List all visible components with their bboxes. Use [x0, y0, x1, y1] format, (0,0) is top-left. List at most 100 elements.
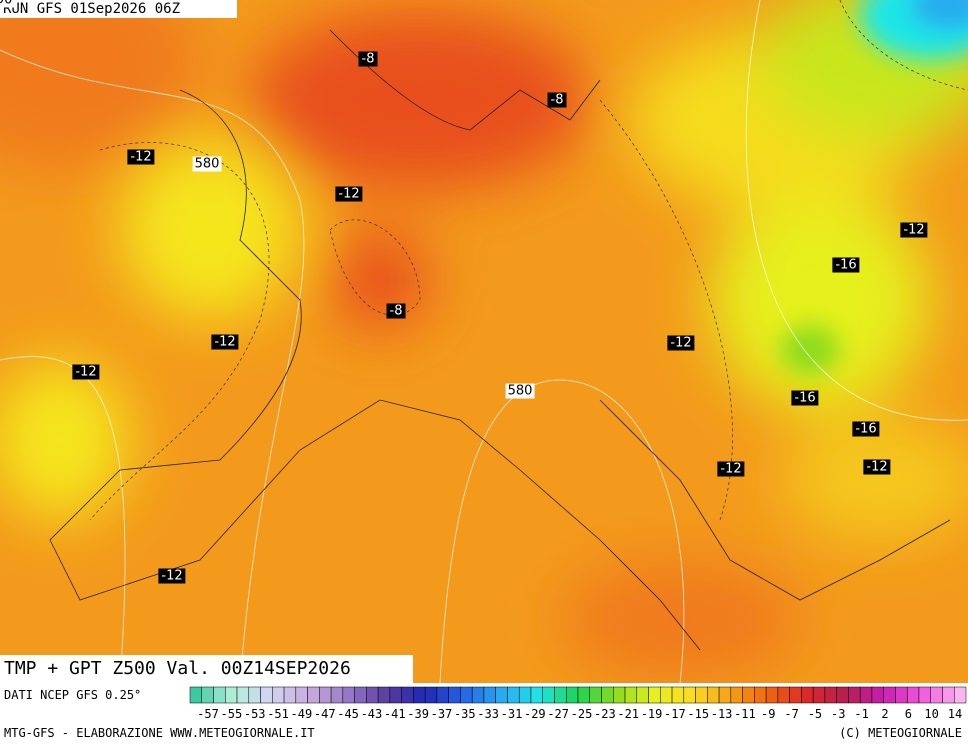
scale-label: -13 — [711, 707, 733, 721]
scale-swatch — [295, 686, 308, 704]
height-label: 580 — [505, 383, 535, 399]
scale-swatch — [389, 686, 402, 704]
temp-label: -12 — [335, 186, 363, 202]
scale-label: -55 — [221, 707, 243, 721]
scale-swatch — [565, 686, 579, 704]
scale-swatch — [836, 686, 849, 704]
scale-swatch — [695, 686, 708, 704]
scale-swatch — [942, 686, 955, 704]
scale-swatch — [577, 686, 591, 704]
temp-label: -16 — [832, 257, 860, 273]
scale-swatch — [307, 686, 320, 704]
scale-label: -21 — [617, 707, 639, 721]
scale-label: -7 — [784, 707, 798, 721]
scale-swatch — [871, 686, 884, 704]
temp-label: -12 — [72, 364, 100, 380]
scale-swatch — [554, 686, 567, 704]
footer-right: (C) METEOGIORNALE — [839, 726, 962, 740]
scale-swatch — [377, 686, 391, 704]
scale-swatch — [765, 686, 779, 704]
scale-swatch — [636, 686, 649, 704]
scale-swatch — [812, 686, 826, 704]
scale-swatch — [754, 686, 767, 704]
scale-swatch — [460, 686, 473, 704]
scale-swatch — [283, 686, 297, 704]
scale-label: -31 — [501, 707, 523, 721]
scale-label: -53 — [244, 707, 266, 721]
scale-swatch — [718, 686, 732, 704]
height-label: 590 — [0, 0, 15, 8]
scale-swatch — [624, 686, 638, 704]
scale-label: -39 — [407, 707, 429, 721]
scale-swatch — [918, 686, 931, 704]
scale-swatch — [801, 686, 814, 704]
scale-label: -27 — [547, 707, 569, 721]
temp-label: -12 — [127, 149, 155, 165]
scale-label: 6 — [905, 707, 912, 721]
scale-label: -41 — [384, 707, 406, 721]
scale-label: -47 — [314, 707, 336, 721]
scale-swatch — [495, 686, 508, 704]
footer-left: MTG-GFS - ELABORAZIONE WWW.METEOGIORNALE… — [4, 726, 315, 740]
scale-label: -33 — [477, 707, 499, 721]
temp-label: -12 — [667, 335, 695, 351]
scale-label: 10 — [924, 707, 938, 721]
scale-label: -3 — [831, 707, 845, 721]
scale-swatch — [354, 686, 367, 704]
scale-swatch — [319, 686, 332, 704]
scale-swatch — [613, 686, 626, 704]
scale-swatch — [660, 686, 673, 704]
scale-swatch — [366, 686, 379, 704]
temp-label: -12 — [158, 568, 186, 584]
scale-label: -35 — [454, 707, 476, 721]
scale-swatch — [707, 686, 720, 704]
scale-swatch — [789, 686, 802, 704]
scale-label: 14 — [948, 707, 962, 721]
scale-swatch — [601, 686, 614, 704]
scale-swatch — [530, 686, 543, 704]
scale-swatch — [953, 686, 967, 704]
scale-label: -37 — [431, 707, 453, 721]
scale-label: -11 — [734, 707, 756, 721]
temp-label: -8 — [358, 51, 378, 67]
scale-swatch — [518, 686, 532, 704]
temp-label: -12 — [211, 334, 239, 350]
scale-swatch — [236, 686, 250, 704]
map — [0, 0, 968, 683]
scale-swatch — [213, 686, 226, 704]
scale-swatch — [730, 686, 743, 704]
scale-label: -23 — [594, 707, 616, 721]
scale-swatch — [330, 686, 344, 704]
run-label: RUN GFS 01Sep2026 06Z — [0, 0, 237, 18]
scale-label: -45 — [337, 707, 359, 721]
scale-label: -49 — [291, 707, 313, 721]
scale-swatch — [883, 686, 896, 704]
scale-swatch — [471, 686, 485, 704]
scale-swatch — [225, 686, 238, 704]
scale-swatch — [648, 686, 661, 704]
source: DATI NCEP GFS 0.25° — [4, 688, 142, 702]
scale-label: -17 — [664, 707, 686, 721]
scale-swatch — [342, 686, 355, 704]
scale-swatch — [671, 686, 685, 704]
scale-label: -19 — [641, 707, 663, 721]
scale-swatch — [777, 686, 790, 704]
scale-swatch — [507, 686, 520, 704]
scale-swatch — [683, 686, 696, 704]
scale-swatch — [824, 686, 837, 704]
scale-label: -5 — [808, 707, 822, 721]
scale-swatch — [542, 686, 555, 704]
scale-label: -51 — [267, 707, 289, 721]
scale-swatch — [906, 686, 920, 704]
scale-swatch — [589, 686, 602, 704]
scale-swatch — [742, 686, 755, 704]
map-title: TMP + GPT Z500 Val. 00Z14SEP2026 — [0, 655, 413, 683]
scale-swatch — [413, 686, 426, 704]
temp-label: -16 — [852, 421, 880, 437]
scale-swatch — [272, 686, 285, 704]
temp-label: -12 — [900, 222, 928, 238]
height-label: 580 — [192, 156, 222, 172]
scale-swatch — [260, 686, 273, 704]
scale-label: -29 — [524, 707, 546, 721]
